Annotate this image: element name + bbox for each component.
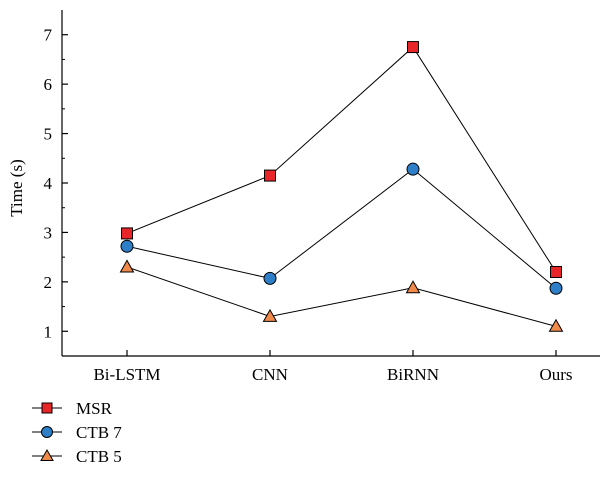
data-point-msr xyxy=(550,265,562,278)
legend-label-msr: MSR xyxy=(76,399,113,418)
series-line-ctb-7 xyxy=(126,168,557,289)
y-tick-label: 6 xyxy=(44,75,53,94)
y-tick-label: 3 xyxy=(44,223,53,242)
y-tick-label: 1 xyxy=(44,322,53,341)
legend-marker-ctb-5 xyxy=(40,448,54,461)
y-tick-label: 4 xyxy=(44,174,53,193)
axes: 1 2 3 4 5 6 7 Bi-LSTM CNN BiRNN Ours xyxy=(44,10,600,384)
x-tick-label: BiRNN xyxy=(387,365,439,384)
x-tick-label: CNN xyxy=(252,365,288,384)
data-point-ctb-5 xyxy=(405,280,421,294)
y-tick-label: 7 xyxy=(44,26,53,45)
legend-label-ctb-5: CTB 5 xyxy=(76,447,122,466)
data-point-ctb-5 xyxy=(119,259,135,273)
legend-label-ctb-7: CTB 7 xyxy=(76,423,122,442)
data-point-msr xyxy=(407,41,419,54)
data-point-msr xyxy=(121,227,133,240)
data-point-ctb-7 xyxy=(263,271,277,285)
data-point-msr xyxy=(264,169,276,182)
legend: MSR CTB 7 CTB 5 xyxy=(32,399,122,466)
legend-marker-msr xyxy=(41,402,53,414)
data-point-ctb-7 xyxy=(120,239,134,253)
y-tick-label: 5 xyxy=(44,125,53,144)
series-group xyxy=(119,41,564,332)
series-line-msr xyxy=(126,46,557,273)
y-axis-label: Time (s) xyxy=(7,159,26,216)
data-point-ctb-5 xyxy=(262,308,278,322)
data-point-ctb-7 xyxy=(406,162,420,176)
x-tick-label: Ours xyxy=(539,365,572,384)
data-point-ctb-5 xyxy=(548,318,564,332)
data-point-ctb-7 xyxy=(549,281,563,295)
series-line-ctb-5 xyxy=(126,266,557,327)
legend-marker-ctb-7 xyxy=(41,426,53,438)
x-tick-label: Bi-LSTM xyxy=(93,365,160,384)
y-tick-label: 2 xyxy=(44,273,53,292)
